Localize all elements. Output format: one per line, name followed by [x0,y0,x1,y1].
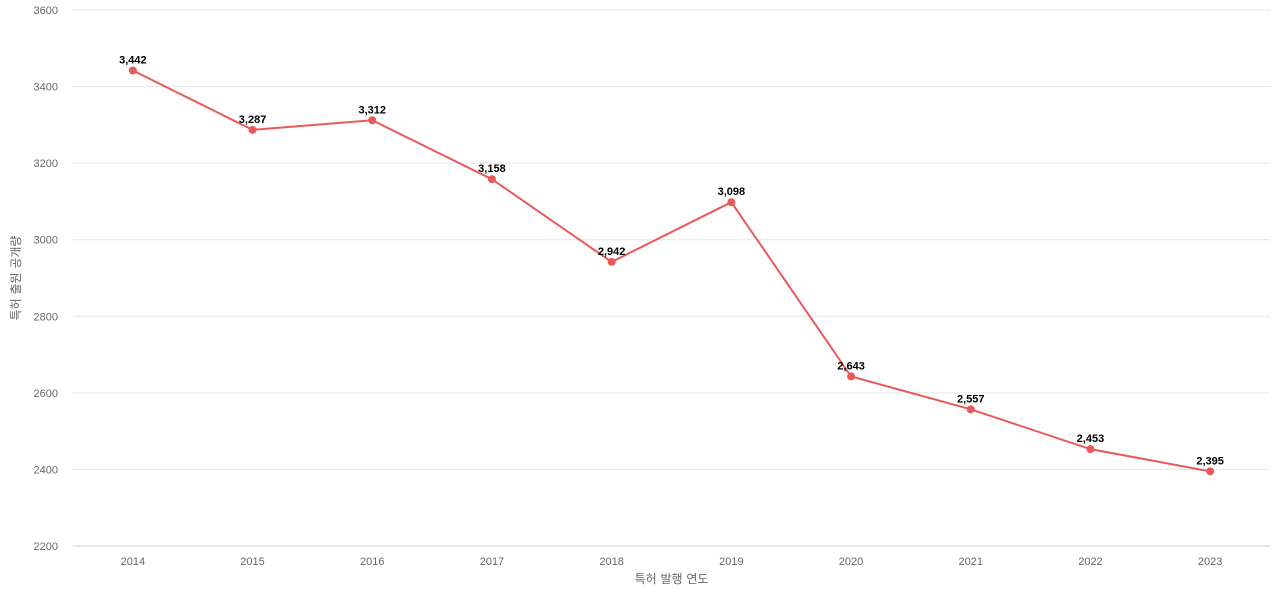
data-label: 3,442 [119,54,147,66]
x-tick-label: 2020 [839,556,863,568]
x-tick-label: 2016 [360,556,384,568]
y-tick-label: 2600 [34,388,58,400]
data-label: 2,942 [598,246,626,258]
data-label: 3,287 [239,114,267,126]
x-tick-label: 2018 [599,556,623,568]
data-point[interactable] [248,125,257,134]
data-point[interactable] [727,198,736,207]
data-point[interactable] [607,257,616,266]
data-point[interactable] [1086,445,1095,454]
x-tick-label: 2015 [240,556,264,568]
data-label: 3,098 [718,186,746,198]
data-point[interactable] [487,175,496,184]
x-tick-label: 2021 [959,556,983,568]
x-tick-label: 2019 [719,556,743,568]
y-axis: 2200 2400 2600 2800 3000 3200 3400 3600 [34,5,58,553]
x-axis-title: 특허 발행 연도 [635,571,709,586]
x-tick-label: 2014 [121,556,145,568]
x-axis: 2014 2015 2016 2017 2018 2019 2020 2021 2022 2023 [73,545,1270,568]
y-tick-label: 2400 [34,464,58,476]
data-point[interactable] [368,116,377,125]
data-point[interactable] [128,66,137,75]
y-axis-title: 특허 출원 공개량 [9,236,23,321]
x-tick-label: 2023 [1198,556,1222,568]
y-tick-label: 2800 [34,311,58,323]
y-tick-label: 3000 [34,235,58,247]
data-point[interactable] [966,405,975,414]
data-label: 2,557 [957,393,985,405]
x-tick-label: 2022 [1078,556,1102,568]
data-labels: 3,442 3,287 3,312 3,158 2,942 3,098 2,643 2,557… [119,54,1224,467]
series-line [132,69,1211,473]
data-label: 2,453 [1077,433,1105,445]
data-point[interactable] [847,372,856,381]
y-tick-label: 3600 [34,5,58,17]
x-tick-label: 2017 [480,556,504,568]
data-label: 2,395 [1196,455,1224,467]
y-tick-label: 2200 [34,541,58,553]
y-tick-label: 3400 [34,82,58,94]
gridlines [73,9,1270,470]
y-tick-label: 3200 [34,158,58,170]
series [128,66,1215,476]
data-label: 3,158 [478,163,506,175]
data-label: 3,312 [358,104,386,116]
data-label: 2,643 [837,360,865,372]
data-point[interactable] [1206,467,1215,476]
